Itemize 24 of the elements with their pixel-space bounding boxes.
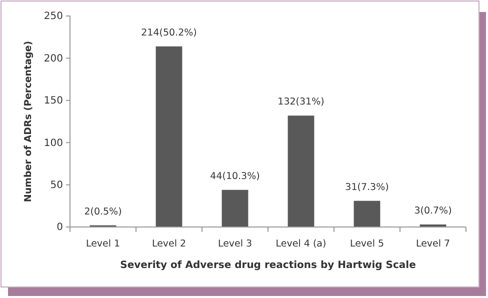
y-tick-label: 50 bbox=[50, 180, 63, 191]
x-tick-label: Level 4 (a) bbox=[276, 238, 326, 250]
x-tick-label: Level 1 bbox=[86, 238, 120, 250]
y-tick-label: 250 bbox=[44, 11, 63, 22]
y-tick-label: 100 bbox=[44, 138, 63, 149]
data-label: 44(10.3%) bbox=[210, 170, 260, 182]
data-label: 2(0.5%) bbox=[84, 206, 122, 218]
y-axis-title: Number of ADRs (Percentage) bbox=[23, 40, 34, 202]
bar bbox=[354, 200, 380, 227]
data-label: 132(31%) bbox=[278, 96, 324, 108]
x-tick-label: Level 7 bbox=[416, 238, 450, 250]
data-label: 3(0.7%) bbox=[414, 205, 452, 216]
y-tick-label: 150 bbox=[44, 96, 63, 107]
data-label: 31(7.3%) bbox=[345, 182, 389, 193]
bar bbox=[288, 116, 314, 227]
bar bbox=[156, 46, 182, 227]
data-label: 214(50.2%) bbox=[141, 27, 197, 38]
x-tick-label: Level 5 bbox=[350, 238, 384, 250]
x-tick-label: Level 3 bbox=[218, 238, 252, 250]
bar bbox=[222, 190, 248, 227]
y-tick-label: 0 bbox=[56, 222, 63, 234]
x-tick-label: Level 2 bbox=[152, 238, 186, 250]
y-tick-label: 200 bbox=[44, 53, 63, 64]
x-axis-title: Severity of Adverse drug reactions by Hartwig Scale bbox=[120, 260, 416, 271]
